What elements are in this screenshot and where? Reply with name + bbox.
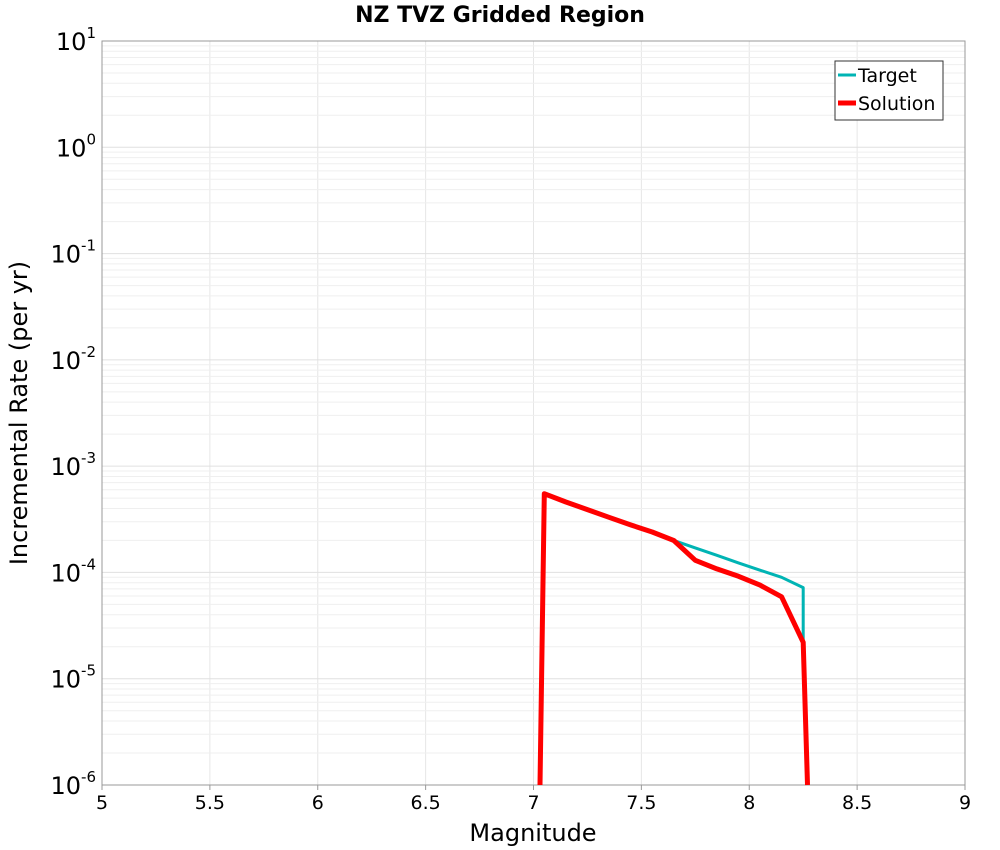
y-tick-label: 10-1 <box>50 237 96 269</box>
grid <box>101 41 966 786</box>
y-tick-base: 10 <box>56 28 87 56</box>
y-tick-exponent: 1 <box>86 24 96 42</box>
y-tick-label: 10-4 <box>50 555 96 587</box>
y-tick-label: 10-5 <box>50 662 96 694</box>
y-tick-base: 10 <box>50 559 81 587</box>
x-tick-label: 7 <box>527 792 539 814</box>
y-tick-exponent: -1 <box>81 237 96 255</box>
series-line-solution <box>537 491 810 786</box>
y-tick-exponent: -2 <box>81 343 96 361</box>
x-tick-label: 8.5 <box>842 792 872 814</box>
x-tick-label: 7.5 <box>626 792 656 814</box>
y-tick-base: 10 <box>50 453 81 481</box>
chart-title: NZ TVZ Gridded Region <box>355 3 645 28</box>
legend-box <box>834 60 944 121</box>
series-layer <box>537 491 810 786</box>
x-tick-label: 5.5 <box>195 792 225 814</box>
x-tick-label: 6.5 <box>411 792 441 814</box>
y-tick-exponent: 0 <box>86 130 96 148</box>
y-tick-base: 10 <box>56 134 87 162</box>
y-tick-base: 10 <box>50 241 81 269</box>
legend-label-target: Target <box>857 65 917 87</box>
y-tick-base: 10 <box>50 347 81 375</box>
x-tick-label: 6 <box>312 792 324 814</box>
legend: Target Solution <box>834 60 944 121</box>
y-tick-label: 10-2 <box>50 343 96 375</box>
y-tick-exponent: -3 <box>81 449 96 467</box>
x-tick-labels: 5 5.5 6 6.5 7 7.5 8 8.5 9 <box>96 785 971 814</box>
y-tick-base: 10 <box>50 772 81 800</box>
y-tick-label: 101 <box>56 24 96 56</box>
x-tick-label: 8 <box>743 792 755 814</box>
y-tick-exponent: -6 <box>81 768 96 786</box>
y-tick-label: 10-6 <box>50 768 96 800</box>
x-axis-label: Magnitude <box>469 819 596 847</box>
x-tick-label: 9 <box>959 792 971 814</box>
y-tick-exponent: -5 <box>81 662 96 680</box>
x-tick-label: 5 <box>96 792 108 814</box>
series-line-target <box>538 492 809 786</box>
y-tick-base: 10 <box>50 666 81 694</box>
y-tick-exponent: -4 <box>81 555 96 573</box>
y-tick-label: 100 <box>56 130 96 162</box>
y-tick-label: 10-3 <box>50 449 96 481</box>
legend-label-solution: Solution <box>858 93 935 115</box>
y-axis-label: Incremental Rate (per yr) <box>5 261 33 565</box>
